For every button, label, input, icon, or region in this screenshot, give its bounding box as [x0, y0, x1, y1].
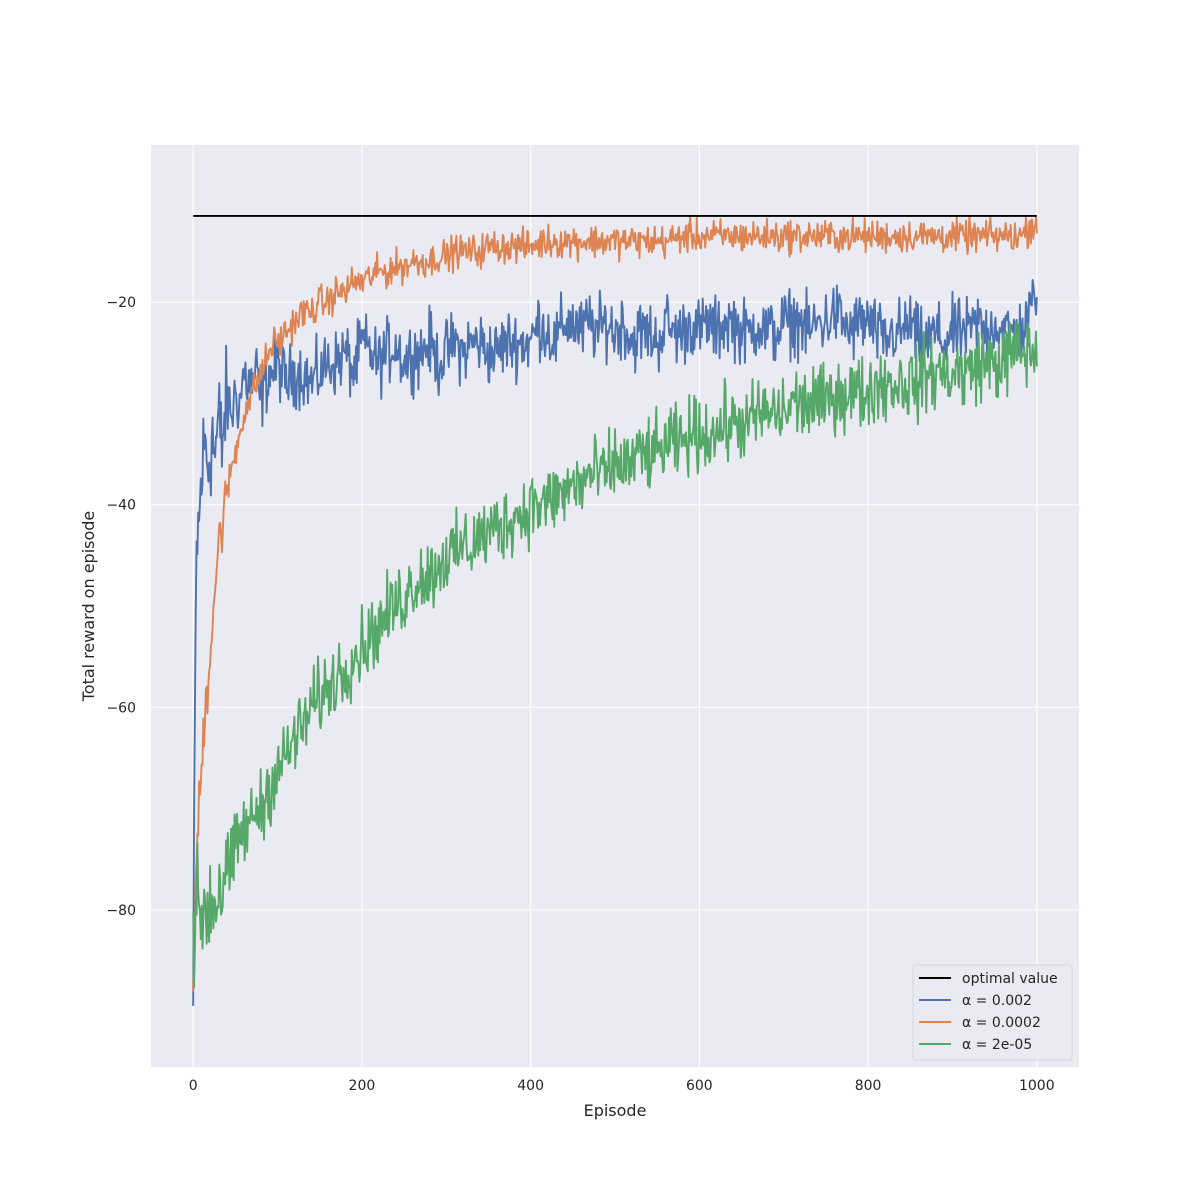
- x-tick-label: 400: [517, 1078, 544, 1094]
- legend-entry: α = 0.002: [962, 993, 1032, 1009]
- x-tick-label: 800: [855, 1078, 882, 1094]
- legend-entry: α = 2e-05: [962, 1037, 1032, 1053]
- legend: optimal value α = 0.002 α = 0.0002 α = 2e-0…: [912, 964, 1073, 1061]
- x-tick-label: 0: [189, 1078, 198, 1094]
- y-tick-labels: −80 −60 −40 −20: [106, 295, 136, 919]
- plot-area: [151, 145, 1079, 1067]
- legend-entry: optimal value: [962, 971, 1058, 987]
- series-line: [192, 279, 1038, 1006]
- x-axis-label: Episode: [584, 1101, 647, 1120]
- x-tick-label: 200: [349, 1078, 376, 1094]
- x-tick-label: 1000: [1019, 1078, 1055, 1094]
- y-tick-label: −80: [106, 903, 136, 919]
- x-tick-labels: 0 200 400 600 800 1000: [189, 1078, 1055, 1094]
- series-line: [192, 320, 1038, 989]
- series-line: [192, 215, 1038, 992]
- legend-box: [912, 964, 1073, 1061]
- y-tick-label: −60: [106, 700, 136, 716]
- y-axis-label: Total reward on episode: [79, 511, 98, 703]
- x-tick-label: 600: [686, 1078, 713, 1094]
- series-group: [192, 214, 1038, 1006]
- y-tick-label: −40: [106, 498, 136, 514]
- legend-entry: α = 0.0002: [962, 1015, 1041, 1031]
- y-tick-label: −20: [106, 295, 136, 311]
